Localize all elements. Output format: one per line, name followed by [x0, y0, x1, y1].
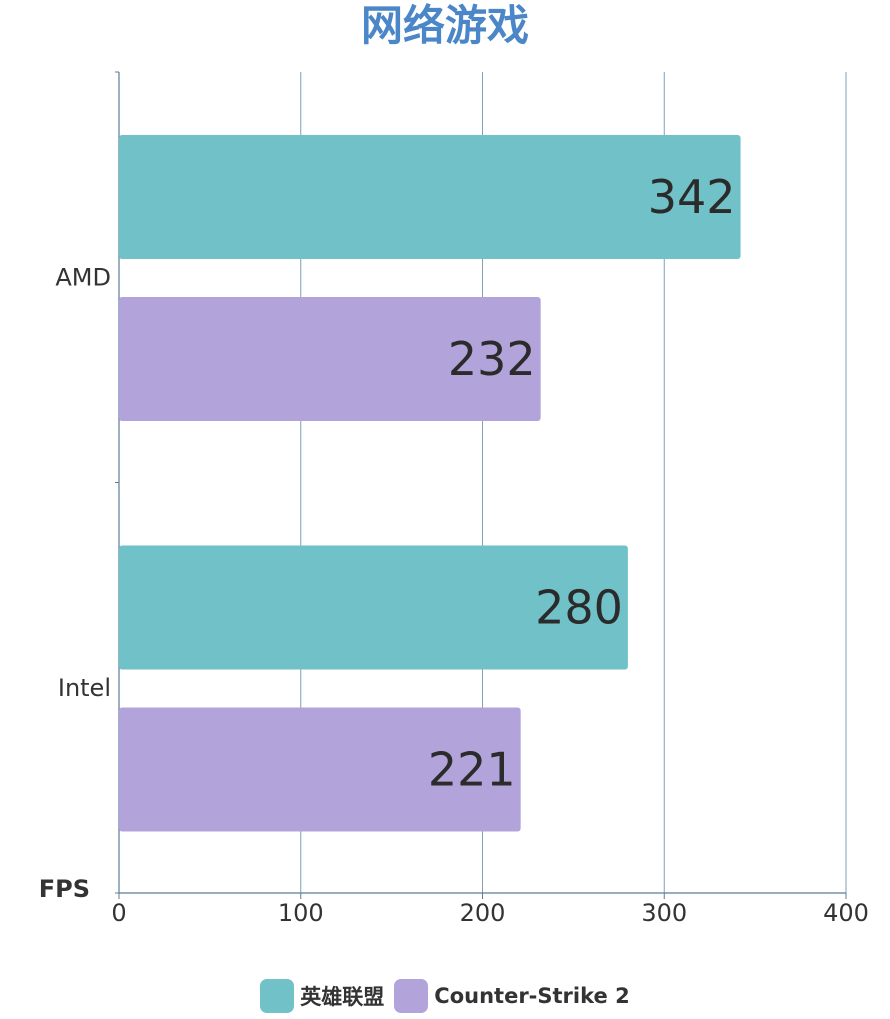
x-axis-title: FPS: [39, 875, 90, 903]
legend: 英雄联盟 Counter-Strike 2: [0, 978, 890, 1014]
x-tick-label: 0: [111, 899, 126, 927]
x-tick-label: 400: [823, 899, 869, 927]
legend-swatch: [394, 979, 429, 1013]
chart-plot: 0 100 200 300 400 FPS AMD Intel 342 232 280 221: [39, 71, 869, 927]
bars: [119, 135, 741, 832]
legend-label: Counter-Strike 2: [434, 984, 630, 1008]
bar-value-label: 232: [448, 332, 536, 386]
bar-series1: [119, 545, 628, 670]
legend-swatch: [260, 979, 295, 1013]
bar-value-label: 280: [535, 581, 623, 635]
bar-series1: [119, 135, 741, 259]
chart-title: 网络游戏: [360, 1, 529, 50]
legend-item: 英雄联盟: [260, 979, 384, 1013]
bar-value-label: 221: [428, 743, 516, 797]
labels: 0 100 200 300 400 FPS AMD Intel 342 232 280 221: [39, 170, 869, 927]
x-tick-label: 100: [278, 899, 324, 927]
y-category-label: AMD: [55, 263, 111, 291]
legend-label: 英雄联盟: [300, 985, 385, 1009]
x-tick-label: 300: [641, 899, 687, 927]
bar-value-label: 342: [648, 170, 736, 224]
bar-series2: [119, 707, 521, 832]
legend-item: Counter-Strike 2: [394, 979, 630, 1013]
bar-series2: [119, 297, 541, 421]
x-tick-label: 200: [460, 899, 506, 927]
y-category-label: Intel: [58, 674, 111, 702]
